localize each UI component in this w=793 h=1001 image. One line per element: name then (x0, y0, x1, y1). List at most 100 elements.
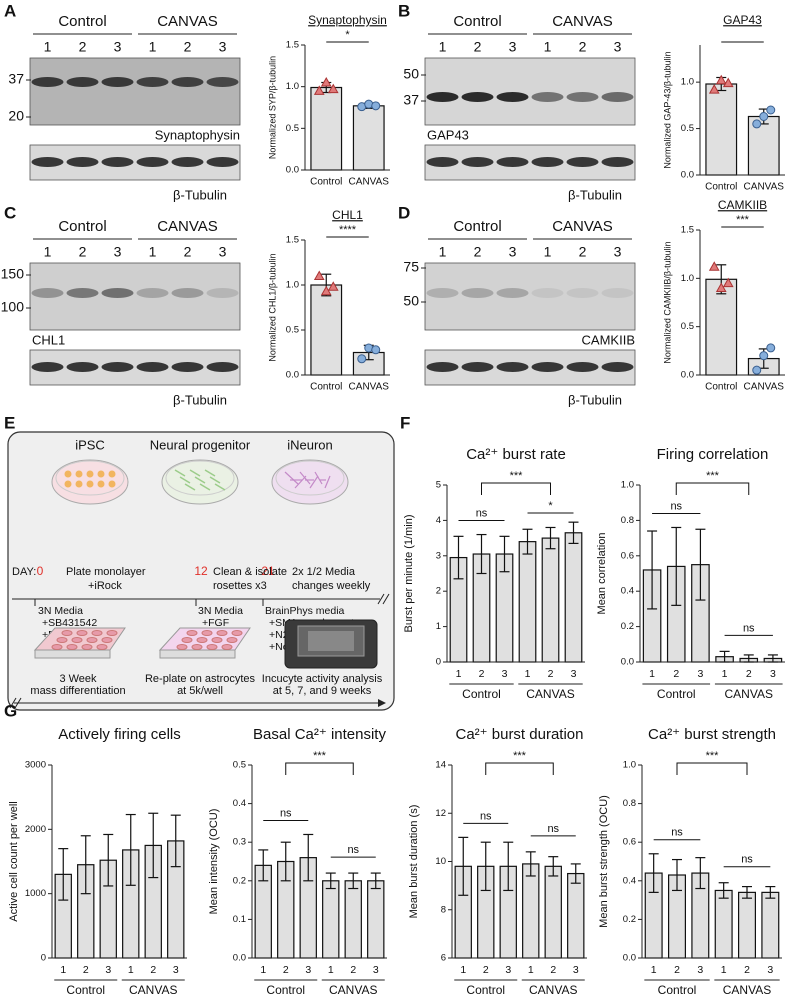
x-tick-label: CANVAS (744, 382, 785, 393)
loading-band (426, 362, 459, 372)
loading-band (566, 157, 599, 167)
lane-label: 1 (544, 39, 552, 55)
y-tick-label: 2 (436, 586, 441, 597)
blot-band (426, 288, 459, 298)
x-tick-label: CANVAS (349, 177, 390, 188)
blot (29, 262, 241, 331)
blot-band (136, 288, 169, 298)
y-axis-label: Mean burst duration (s) (408, 805, 420, 919)
lane-label: 1 (149, 39, 157, 55)
marker-label: 50 (403, 293, 419, 309)
sig-bracket (285, 762, 354, 775)
y-axis-label: Normalized CHL1/β-tubulin (267, 253, 277, 361)
well (61, 630, 73, 636)
data-point (722, 277, 734, 288)
sig-bracket (675, 482, 750, 495)
bar (310, 284, 343, 376)
well (196, 637, 208, 643)
data-point (708, 84, 720, 94)
y-axis-label: Mean intensity (OCU) (208, 809, 220, 915)
cell (108, 480, 116, 488)
y-tick-label: 0.8 (623, 798, 636, 809)
stage-label: iPSC (75, 437, 105, 452)
sig-label: * (548, 500, 553, 512)
x-tick-label: 1 (528, 964, 534, 976)
data-point (715, 74, 727, 85)
y-tick-label: 0.0 (286, 165, 299, 176)
loading-band (206, 362, 239, 372)
cell (64, 480, 72, 488)
lane-label: 1 (439, 244, 447, 260)
group-label: CANVAS (725, 687, 773, 701)
well (81, 644, 93, 650)
blot-band (101, 288, 134, 298)
x-tick-label: 2 (350, 964, 356, 976)
neuron (309, 475, 319, 489)
progenitor (184, 483, 196, 491)
cell (64, 470, 72, 478)
neuron (324, 475, 331, 489)
data-point (371, 101, 381, 111)
chart-title: GAP43 (723, 13, 762, 27)
well (101, 637, 113, 643)
x-tick-label: 2 (150, 964, 156, 976)
stage-label: Neural progenitor (150, 437, 251, 452)
well (211, 637, 223, 643)
lane-label: 3 (614, 39, 622, 55)
marker-label: 20 (8, 108, 24, 124)
blot-band (426, 92, 459, 102)
loading-label: β-Tubulin (568, 392, 622, 407)
media-text: +FGF (202, 617, 229, 629)
stage-label: iNeuron (287, 437, 333, 452)
bar (541, 537, 560, 663)
data-point (327, 83, 339, 94)
panel-label: A (4, 1, 16, 20)
media-text: 3N Media (198, 605, 243, 617)
y-tick-label: 3 (436, 550, 441, 561)
arrow-break (9, 697, 17, 709)
bar (705, 278, 738, 376)
data-point (766, 343, 776, 353)
x-tick-label: 3 (305, 964, 311, 976)
loading-blot (29, 349, 241, 386)
neuron (284, 471, 299, 485)
y-tick-label: 0.0 (681, 370, 694, 381)
loading-band (136, 362, 169, 372)
x-tick-label: 3 (770, 668, 776, 680)
lane-label: 3 (219, 244, 227, 260)
blot (29, 57, 241, 126)
group-label: Control (466, 983, 505, 997)
sig-label: ns (743, 622, 755, 634)
sig-bracket (676, 762, 748, 775)
y-tick-label: 0 (436, 657, 441, 668)
y-tick-label: 1.5 (681, 225, 694, 236)
well (226, 637, 238, 643)
blot-band (66, 288, 99, 298)
lane-label: 3 (509, 244, 517, 260)
well (96, 644, 108, 650)
cell (75, 480, 83, 488)
arrow-break (14, 697, 22, 709)
x-tick-label: 1 (460, 964, 466, 976)
y-tick-label: 14 (435, 760, 446, 771)
y-tick-label: 0.4 (233, 798, 246, 809)
well (176, 644, 188, 650)
y-axis-label: Active cell count per well (8, 801, 20, 921)
group-label: Control (266, 983, 305, 997)
bar (367, 880, 385, 959)
y-tick-label: 0.5 (681, 123, 694, 134)
y-axis-label: Burst per minute (1/min) (403, 515, 415, 633)
sig-bracket (485, 762, 554, 775)
y-axis-label: Normalized SYP/β-tubulin (267, 56, 277, 159)
bar (518, 541, 537, 663)
x-tick-label: 3 (571, 668, 577, 680)
step-text: Clean & isolate (213, 566, 287, 578)
day: 21 (261, 564, 275, 578)
x-tick-label: 3 (697, 964, 703, 976)
marker-label: 50 (403, 66, 419, 82)
x-tick-label: 1 (456, 668, 462, 680)
x-tick-label: 1 (722, 668, 728, 680)
blot-band (531, 92, 564, 102)
step-text: rosettes x3 (213, 580, 267, 592)
